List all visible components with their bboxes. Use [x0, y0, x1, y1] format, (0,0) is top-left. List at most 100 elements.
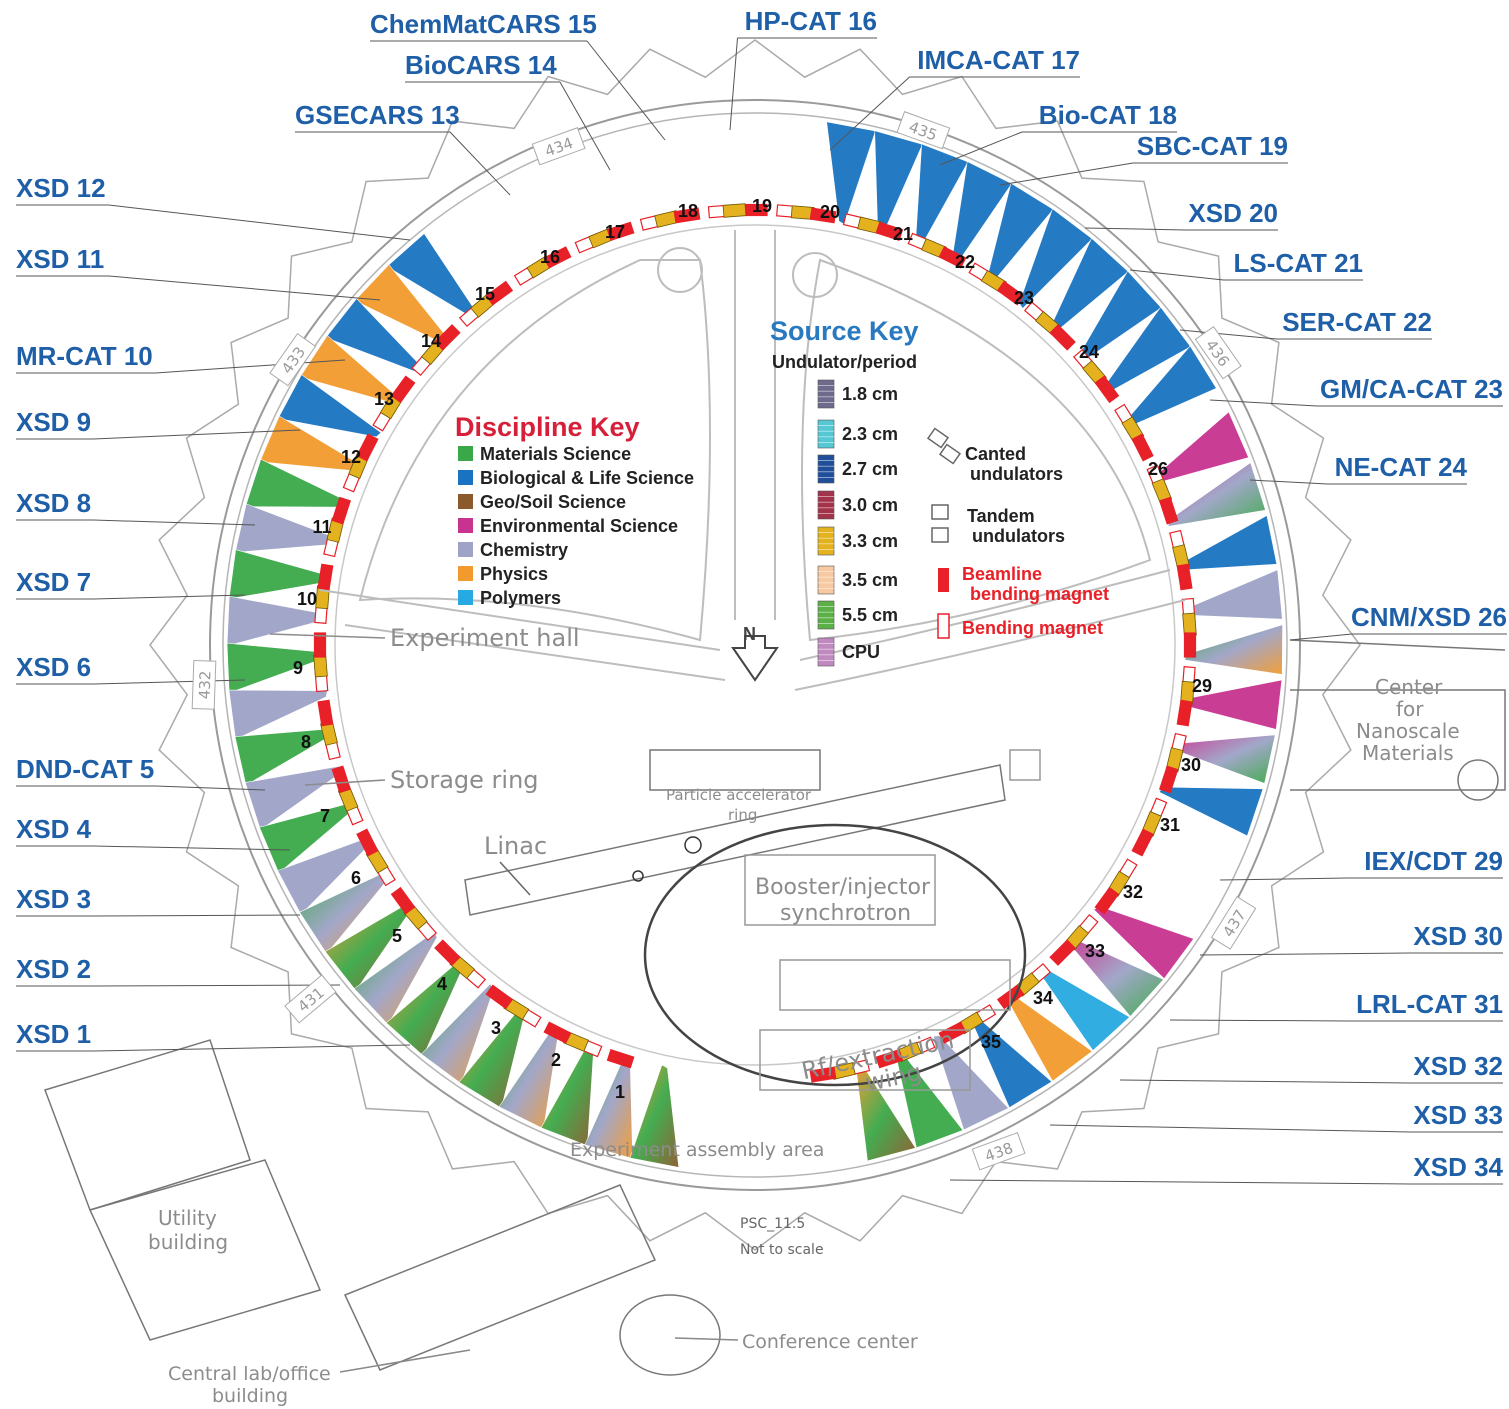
central-lab-label-2: building: [212, 1385, 288, 1407]
beamline-bending-magnet: [1094, 375, 1120, 404]
psc-code: PSC_11.5: [740, 1216, 805, 1232]
beamline-wedge: [1178, 515, 1278, 571]
beamline-bending-magnet: [1159, 765, 1179, 794]
center-nano-label-3: Nanoscale: [1356, 719, 1460, 743]
booster-label-2: synchrotron: [780, 901, 911, 926]
beamline-bending-magnet: [485, 984, 514, 1010]
not-to-scale-note: Not to scale: [740, 1242, 824, 1258]
experiment-hall-building: [149, 39, 1361, 1251]
beamline-bending-magnet: [606, 1049, 635, 1069]
sector-label-left: XSD 6: [16, 652, 91, 682]
undulator-period-label: 1.8 cm: [842, 384, 898, 404]
sector-label-left: MR-CAT 10: [16, 341, 153, 371]
sector-label-right: XSD 34: [1413, 1152, 1503, 1182]
undulator-period-label: 5.5 cm: [842, 605, 898, 625]
discipline-swatch: [458, 590, 473, 605]
beamline-bending-magnet: [317, 699, 334, 727]
undulator-period-swatch: [817, 600, 835, 630]
building-number: 438: [982, 1139, 1015, 1166]
discipline-swatch: [458, 494, 473, 509]
canted-undulator-icon: [926, 427, 962, 465]
booster-label-1: Booster/injector: [755, 875, 931, 900]
experiment-hall-label: Experiment hall: [390, 624, 580, 652]
canted-label-line2: undulators: [970, 464, 1063, 484]
undulator-period-swatch: [817, 526, 835, 556]
beamline-wedge: [1184, 624, 1283, 675]
svg-text:bending magnet: bending magnet: [970, 584, 1109, 604]
conference-label: Conference center: [742, 1331, 918, 1353]
beamline-number: 13: [374, 389, 394, 409]
sector-label-right: CNM/XSD 26: [1351, 602, 1507, 632]
beamline-bending-magnet: [331, 496, 351, 525]
beamline-bending-magnet: [356, 828, 379, 857]
beamline-number: 16: [540, 247, 560, 267]
infield-roads: [319, 230, 1186, 691]
beamline-number: 10: [297, 589, 317, 609]
undulator-period-swatch: [817, 490, 835, 520]
beamline-number: 21: [893, 224, 913, 244]
sector-label-right: IMCA-CAT 17: [917, 45, 1080, 75]
discipline-label: Chemistry: [480, 540, 568, 560]
sector-label-left: XSD 9: [16, 407, 91, 437]
discipline-swatch: [458, 566, 473, 581]
discipline-swatch: [458, 446, 473, 461]
discipline-label: Biological & Life Science: [480, 468, 694, 488]
sector-label-left: BioCARS 14: [405, 50, 557, 80]
sector-label-right: HP-CAT 16: [745, 6, 877, 36]
undulator-period-swatch: [817, 454, 835, 484]
beamline-bending-magnet: [938, 246, 967, 269]
sector-label-right: NE-CAT 24: [1335, 452, 1468, 482]
beamline-wedge: [826, 121, 876, 225]
beamline-bending-magnet: [996, 280, 1025, 306]
sector-label-left: XSD 11: [16, 244, 104, 274]
beamline-number: 8: [301, 732, 311, 752]
discipline-swatch: [458, 542, 473, 557]
sector-label-left: XSD 4: [16, 814, 92, 844]
discipline-key-title: Discipline Key: [455, 412, 640, 442]
beamline-number: 26: [1148, 459, 1168, 479]
storage-ring-magnets: [313, 203, 1197, 1083]
beamline-bending-magnet: [331, 765, 351, 794]
beamline-bending-magnet: [317, 563, 334, 591]
sector-label-left: XSD 7: [16, 567, 91, 597]
beamline-magnet-icon: [938, 568, 949, 592]
sector-label-left: DND-CAT 5: [16, 754, 154, 784]
source-key-subtitle: Undulator/period: [772, 352, 917, 372]
central-lab-label-1: Central lab/office: [168, 1363, 331, 1385]
beamline-number: 23: [1014, 288, 1034, 308]
canted-label-line1: Canted: [965, 444, 1026, 464]
beamline-number: 20: [820, 202, 840, 222]
sector-label-right: SER-CAT 22: [1282, 307, 1432, 337]
beamline-number: 11: [312, 517, 331, 537]
beamline-number: 19: [752, 196, 772, 216]
beamline-wedge: [226, 642, 326, 694]
bending-magnet-label: Bending magnet: [962, 618, 1103, 638]
center-nano-label-4: Materials: [1362, 741, 1454, 765]
tandem-label-line1: Tandem: [967, 506, 1035, 526]
linac-label: Linac: [484, 832, 547, 860]
lower-buildings: [44, 639, 1506, 1376]
beamline-bending-magnet: [390, 886, 416, 915]
sector-label-right: SBC-CAT 19: [1137, 131, 1288, 161]
discipline-swatch: [458, 470, 473, 485]
discipline-label: Materials Science: [480, 444, 631, 464]
beamline-number: 12: [341, 447, 361, 467]
undulator-period-label: 3.5 cm: [842, 570, 898, 590]
discipline-swatch: [458, 518, 473, 533]
beamline-number: 3: [491, 1018, 501, 1038]
building-number: 434: [542, 134, 575, 161]
sector-label-left: XSD 1: [16, 1019, 91, 1049]
undulator-period-swatch: [817, 379, 835, 409]
beamline-number: 9: [293, 658, 303, 678]
beamline-bending-magnet: [938, 1021, 967, 1044]
beamline-number: 14: [421, 331, 441, 351]
sector-label-right: XSD 30: [1413, 921, 1503, 951]
beamline-bending-magnet: [673, 207, 701, 224]
beamline-wedges: [226, 121, 1283, 1168]
building-number: 432: [196, 670, 215, 699]
beamline-bending-magnet: [434, 324, 461, 351]
sector-label-right: LRL-CAT 31: [1356, 989, 1503, 1019]
undulator-period-swatch: [817, 419, 835, 449]
